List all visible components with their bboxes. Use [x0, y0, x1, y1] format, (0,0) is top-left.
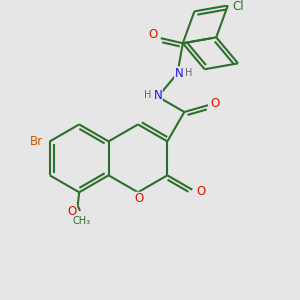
- Text: H: H: [144, 90, 151, 100]
- Text: CH₃: CH₃: [73, 216, 91, 226]
- Text: O: O: [135, 192, 144, 205]
- Text: Br: Br: [30, 135, 43, 148]
- Text: Cl: Cl: [232, 0, 244, 14]
- Text: O: O: [149, 28, 158, 41]
- Text: H: H: [185, 68, 192, 78]
- Text: O: O: [211, 97, 220, 110]
- Text: O: O: [196, 185, 205, 198]
- Text: O: O: [67, 205, 76, 218]
- Text: N: N: [154, 89, 162, 102]
- Text: N: N: [175, 67, 183, 80]
